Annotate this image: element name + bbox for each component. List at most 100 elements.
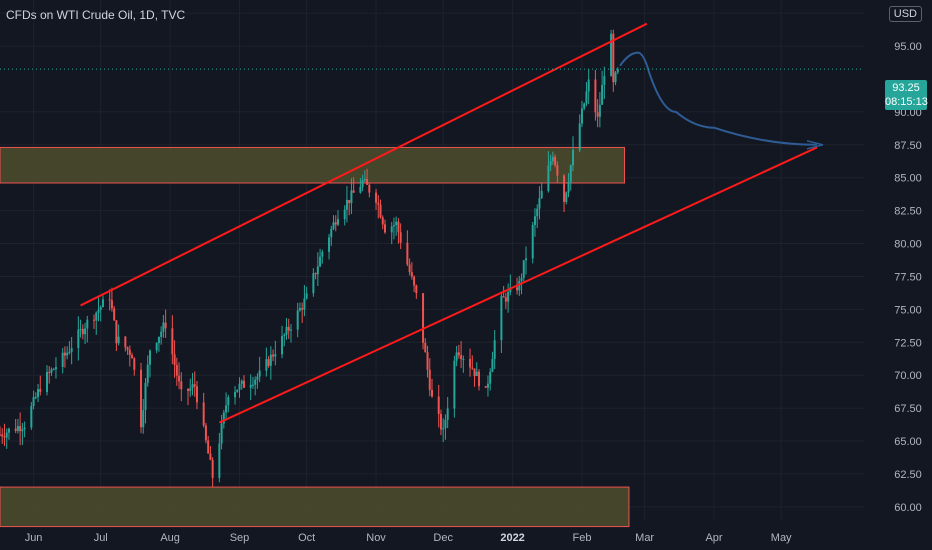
candle-body [269, 354, 272, 366]
candle-body [612, 33, 615, 83]
x-tick-label: Mar [635, 532, 654, 544]
candle-body [204, 425, 207, 441]
candle-body [97, 309, 100, 313]
candle-body [128, 349, 131, 356]
candle-body [124, 336, 127, 348]
candle-body [330, 228, 333, 238]
candle-body [267, 359, 270, 366]
candle-body [594, 79, 597, 113]
candle-body [81, 328, 84, 335]
candle-body [439, 413, 442, 430]
y-tick-label: 87.50 [894, 140, 922, 152]
candle-body [63, 352, 66, 356]
x-tick-label: May [771, 532, 792, 544]
candle-body [142, 409, 145, 428]
candle-body [46, 371, 49, 393]
candle-body [34, 397, 37, 399]
y-tick-label: 95.00 [894, 41, 922, 53]
candle-body [336, 219, 339, 225]
candle-body [442, 428, 445, 430]
candle-body [3, 436, 6, 438]
candle-body [93, 319, 96, 321]
candle-body [397, 221, 400, 233]
candle-body [305, 293, 308, 299]
y-tick-label: 82.50 [894, 206, 922, 218]
candle-body [471, 367, 474, 369]
candle-body [84, 328, 87, 335]
candle-body [0, 434, 1, 436]
candle-body [211, 459, 214, 478]
candle-body [363, 178, 366, 181]
candle-body [316, 266, 319, 275]
candle-body [193, 384, 196, 387]
candle-body [251, 384, 254, 386]
candle-body [66, 352, 69, 356]
candle-body [37, 389, 40, 398]
candle-body [554, 156, 557, 166]
candle-body [303, 298, 306, 310]
candle-body [108, 299, 111, 301]
candle-body [565, 192, 568, 202]
candle-body [379, 204, 382, 218]
candle-body [173, 354, 176, 365]
y-tick-label: 75.00 [894, 304, 922, 316]
candle-body [478, 371, 481, 387]
candle-body [366, 178, 369, 185]
candle-body [491, 358, 494, 372]
candle-body [536, 208, 539, 217]
candle-body [209, 453, 212, 460]
candle-body [146, 364, 149, 383]
candle-body [242, 380, 245, 388]
candle-body [7, 428, 10, 433]
candle-body [328, 237, 331, 252]
x-tick-label: Jul [94, 532, 108, 544]
candle-body [475, 371, 478, 377]
candle-body [428, 369, 431, 390]
candle-body [359, 186, 362, 193]
candle-body [585, 91, 588, 104]
candle-body [580, 108, 583, 124]
channel-lower-line [218, 146, 818, 424]
resistance-zone [0, 146, 625, 184]
candle-body [531, 224, 534, 259]
candle-body [415, 285, 418, 294]
candle-body [375, 192, 378, 203]
candle-body [469, 358, 472, 368]
candle-body [437, 396, 440, 414]
candle-body [289, 329, 292, 331]
bar-countdown: 08:15:13 [885, 96, 928, 108]
candle-body [457, 352, 460, 356]
candle-body [500, 296, 503, 341]
candle-body [549, 161, 552, 166]
candle-body [368, 184, 371, 193]
support-zone [0, 486, 630, 528]
candle-body [1, 434, 4, 437]
candle-body [343, 209, 346, 220]
candle-body [377, 202, 380, 205]
candle-body [48, 371, 51, 373]
candle-body [115, 320, 118, 344]
candle-body [70, 348, 73, 352]
candle-body [148, 350, 151, 365]
candle-body [110, 300, 113, 309]
candle-body [334, 222, 337, 225]
candle-body [556, 165, 559, 176]
projection-arrowhead [806, 140, 824, 150]
candle-body [563, 175, 566, 202]
candle-body [426, 352, 429, 370]
candle-body [131, 355, 134, 359]
candle-body [32, 397, 35, 407]
candle-body [587, 79, 590, 92]
candle-body [525, 258, 528, 261]
candle-body [616, 69, 619, 73]
candle-body [79, 328, 82, 330]
candle-body [406, 242, 409, 265]
candle-body [446, 408, 449, 420]
candle-body [332, 222, 335, 229]
candle-body [207, 440, 210, 454]
currency-selector[interactable]: USD [888, 6, 922, 22]
candle-body [5, 432, 8, 438]
y-tick-label: 65.00 [894, 436, 922, 448]
